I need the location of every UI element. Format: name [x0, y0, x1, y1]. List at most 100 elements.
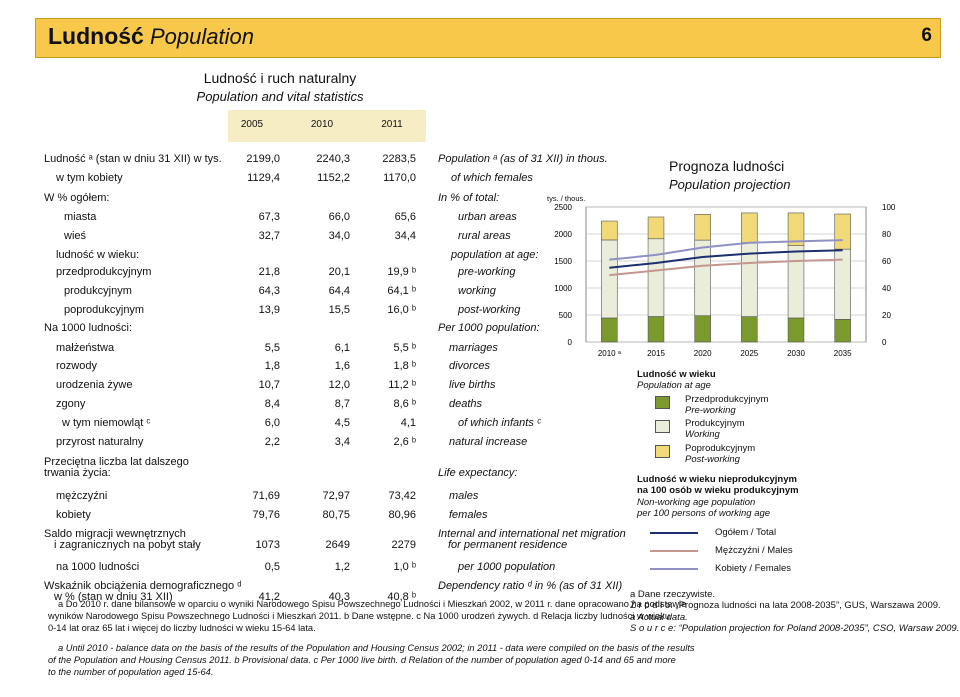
- row-label-en: population at age:: [451, 249, 539, 261]
- row-label-en: of which females: [451, 172, 533, 184]
- row-label-pl: Na 1000 ludności:: [44, 322, 133, 334]
- year-2010: 2010: [310, 119, 334, 130]
- x-tick-label: 2025: [740, 349, 758, 358]
- legend-line-total: [650, 532, 698, 534]
- legend-total-label: Ogółem / Total: [715, 527, 777, 538]
- left-tick-label: 1500: [554, 257, 572, 266]
- bar-segment: [694, 239, 711, 317]
- left-tick-label: 1000: [554, 284, 572, 293]
- row-label-pl: przedprodukcyjnym: [56, 266, 152, 278]
- cell-value: 6,0: [264, 417, 280, 429]
- bar-segment: [787, 317, 805, 343]
- chart-source-pl: Ź r ó d ł o: „Prognoza ludności na lata …: [630, 600, 941, 611]
- cell-value: 80,96: [388, 509, 416, 521]
- cell-value: 64,3: [258, 285, 280, 297]
- legend2-title-en-1: Non-working age population: [637, 497, 756, 508]
- cell-value: 2,6 ᵇ: [393, 436, 417, 448]
- row-label-pl: produkcyjnym: [64, 285, 132, 297]
- row-label-pl: Przeciętna liczba lat dalszego: [44, 456, 189, 468]
- cell-value: 10,7: [258, 379, 280, 391]
- header-title-en: Population: [150, 24, 254, 49]
- cell-value: 65,6: [394, 211, 416, 223]
- row-label-pl: urodzenia żywe: [56, 379, 133, 391]
- bar-segment: [601, 220, 618, 241]
- year-2005: 2005: [240, 119, 264, 130]
- cell-value: 72,97: [322, 490, 350, 502]
- row-label-en: Life expectancy:: [438, 467, 518, 479]
- cell-value: 2240,3: [316, 153, 350, 165]
- chart-title: Prognoza ludności: [669, 158, 785, 174]
- bar-segment: [834, 319, 851, 343]
- cell-value: 71,69: [252, 490, 280, 502]
- legend-swatch-working: [655, 420, 670, 433]
- legend-line-females: [650, 568, 698, 570]
- cell-value: 1,6: [334, 360, 350, 372]
- cell-value: 15,5: [328, 304, 350, 316]
- chart-note-a-pl: a Dane rzeczywiste.: [630, 589, 716, 600]
- row-label-en: marriages: [449, 342, 498, 354]
- year-2011: 2011: [381, 119, 403, 130]
- bar-segment: [787, 245, 805, 319]
- row-label-en: In % of total:: [438, 192, 500, 204]
- cell-value: 2199,0: [246, 153, 280, 165]
- row-label-en: females: [449, 509, 488, 521]
- right-tick-label: 0: [882, 338, 887, 347]
- page-number: 6: [921, 25, 932, 46]
- cell-value: 5,5 ᵇ: [393, 342, 417, 354]
- row-label-en: working: [458, 285, 496, 297]
- cell-value: 16,0 ᵇ: [387, 304, 416, 316]
- legend-females-label: Kobiety / Females: [715, 563, 792, 574]
- row-label-en: post-working: [458, 304, 521, 316]
- right-tick-label: 40: [882, 284, 891, 293]
- left-tick-label: 2000: [554, 230, 572, 239]
- bar-segment: [787, 212, 805, 246]
- cell-value: 73,42: [388, 490, 416, 502]
- row-label-pl: kobiety: [56, 509, 91, 521]
- cell-value: 8,4: [264, 398, 280, 410]
- row-label-pl: miasta: [64, 211, 97, 223]
- cell-value: 1,0 ᵇ: [393, 561, 417, 573]
- left-tick-label: 2500: [554, 203, 572, 212]
- cell-value: 2283,5: [382, 153, 416, 165]
- row-label-en: per 1000 population: [458, 561, 556, 573]
- right-tick-label: 20: [882, 311, 891, 320]
- cell-value: 3,4: [334, 436, 350, 448]
- cell-value: 34,0: [328, 230, 350, 242]
- bar-segment: [741, 212, 758, 243]
- bar-segment: [741, 316, 758, 343]
- cell-value: 1,2: [334, 561, 350, 573]
- bar-segment: [834, 213, 851, 250]
- footnote-en-2: of the Population and Housing Census 201…: [48, 655, 676, 665]
- bar-segment: [601, 239, 618, 319]
- legend-working-pl: Produkcyjnym: [685, 418, 745, 429]
- cell-value: 21,8: [258, 266, 280, 278]
- cell-value: 8,6 ᵇ: [393, 398, 417, 410]
- cell-value: 66,0: [328, 211, 350, 223]
- row-label-en: Internal and international net migration: [438, 528, 626, 540]
- bar-segment: [647, 216, 665, 240]
- cell-value: 1,8 ᵇ: [393, 360, 417, 372]
- bar-segment: [647, 316, 665, 343]
- cell-value: 1,8: [264, 360, 280, 372]
- row-label-en: live births: [449, 379, 496, 391]
- legend1-title-pl: Ludność w wieku: [637, 369, 716, 380]
- cell-value: 8,7: [334, 398, 350, 410]
- left-tick-label: 500: [559, 311, 573, 320]
- cell-value: 1152,2: [317, 172, 350, 184]
- page-header: Ludność Population 6: [35, 18, 941, 58]
- plot-area: [585, 206, 867, 343]
- table-title-en: Population and vital statistics: [196, 89, 364, 104]
- legend-working-en: Working: [685, 429, 720, 440]
- row-label-pl: Ludność ᵃ (stan w dniu 31 XII) w tys.: [44, 153, 222, 165]
- x-tick-label: 2010 ᵃ: [598, 349, 622, 358]
- legend1-title-en: Population at age: [637, 380, 711, 391]
- row-label-en: divorces: [449, 360, 490, 372]
- row-label-en: natural increase: [449, 436, 528, 448]
- chart-subtitle: Population projection: [669, 177, 791, 192]
- right-tick-label: 80: [882, 230, 891, 239]
- footnote-en-3: to the number of population aged 15-64.: [48, 667, 214, 677]
- row-label-en: Per 1000 population:: [438, 322, 540, 334]
- bar-segment: [694, 315, 711, 343]
- footnote-pl-3: 0-14 lat oraz 65 lat i więcej do liczby …: [48, 623, 316, 633]
